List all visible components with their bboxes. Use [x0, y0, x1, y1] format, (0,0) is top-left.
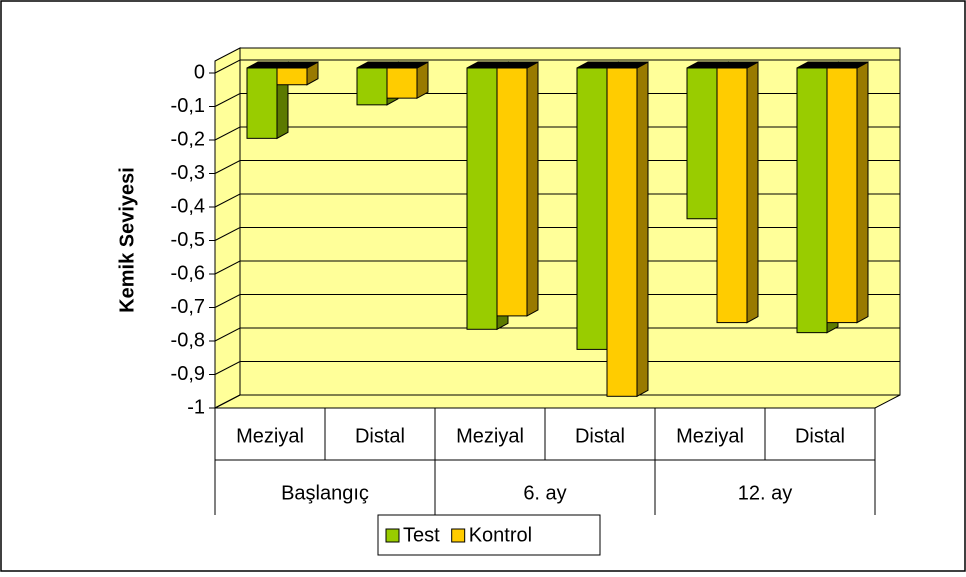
- grid-line: [214, 227, 900, 241]
- bar-face: [826, 67, 858, 324]
- bar-top: [606, 61, 649, 69]
- grid-line: [214, 59, 900, 74]
- x-tick-label: Meziyal: [676, 425, 744, 447]
- bar-face: [576, 67, 608, 350]
- bar: [386, 61, 429, 99]
- grid-line: [214, 93, 900, 107]
- bar-side: [526, 61, 539, 317]
- bar-side: [746, 61, 759, 324]
- grid-line: [214, 260, 900, 275]
- legend-box: [377, 514, 601, 556]
- bar-face: [466, 67, 498, 330]
- bar-face: [686, 67, 718, 220]
- y-tick-label: -0,3: [171, 162, 205, 184]
- bar-face: [246, 67, 278, 139]
- legend: Test Kontrol: [377, 514, 601, 556]
- x-tick-label: Distal: [355, 425, 405, 447]
- bar: [716, 61, 759, 324]
- x-tick-label: Meziyal: [236, 425, 304, 447]
- bar-top: [386, 61, 429, 69]
- bar-face: [356, 67, 388, 106]
- y-tick-label: 0: [194, 61, 205, 83]
- grid-line: [214, 294, 900, 308]
- side-wall: [214, 47, 241, 409]
- bar-face: [606, 67, 638, 397]
- bar: [606, 61, 649, 398]
- bar-top: [826, 61, 869, 69]
- bar-face: [796, 67, 828, 334]
- grid-line: [214, 126, 900, 141]
- x-tick-label: Meziyal: [456, 425, 524, 447]
- bar: [826, 61, 869, 324]
- x-tick-label: Distal: [795, 425, 845, 447]
- y-tick-label: -1: [187, 396, 205, 418]
- x-tick-label: Distal: [575, 425, 625, 447]
- grid-line: [214, 361, 900, 375]
- legend-swatch: [451, 528, 466, 543]
- bar-top: [496, 61, 539, 69]
- group-label: 12. ay: [738, 482, 792, 504]
- bar-side: [856, 61, 869, 324]
- bar-face: [496, 67, 528, 317]
- y-tick-label: -0,5: [171, 229, 205, 251]
- y-axis-label: Kemik Seviyesi: [116, 167, 138, 313]
- y-tick-label: -0,8: [171, 329, 205, 351]
- bar-side: [636, 61, 649, 398]
- grid-line: [214, 327, 900, 342]
- bar-face: [386, 67, 418, 99]
- y-tick-label: -0,4: [171, 195, 205, 217]
- grid-line: [214, 160, 900, 174]
- y-tick-label: -0,1: [171, 95, 205, 117]
- bar-top: [716, 61, 759, 69]
- grid-line: [214, 394, 900, 409]
- bar-top: [276, 61, 319, 69]
- legend-swatch: [385, 528, 400, 543]
- bar: [496, 61, 539, 317]
- y-tick-label: -0,7: [171, 296, 205, 318]
- y-tick-label: -0,9: [171, 363, 205, 385]
- group-label: 6. ay: [523, 482, 566, 504]
- legend-label: Kontrol: [469, 524, 532, 546]
- y-tick-label: -0,2: [171, 128, 205, 150]
- bar: [276, 61, 319, 86]
- bar-face: [276, 67, 308, 86]
- grid-line: [214, 193, 900, 208]
- bar-face: [716, 67, 748, 324]
- y-tick-label: -0,6: [171, 262, 205, 284]
- legend-label: Test: [403, 524, 440, 546]
- floor: [214, 394, 901, 409]
- group-label: Başlangıç: [281, 482, 369, 504]
